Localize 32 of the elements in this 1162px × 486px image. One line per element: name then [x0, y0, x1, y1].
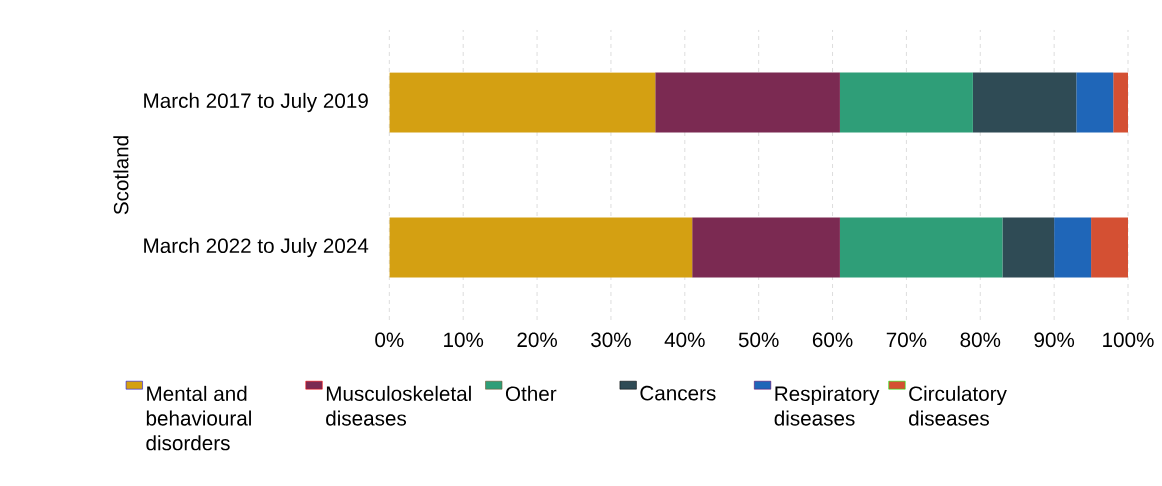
bar: [1076, 72, 1114, 133]
x-tick-label: 0%: [375, 332, 404, 348]
x-tick-label: 40%: [664, 332, 705, 348]
bar: [692, 217, 840, 278]
bar: [389, 72, 656, 133]
x-tick-label: 30%: [591, 332, 631, 348]
legend-label: Circulatory diseases: [909, 385, 1007, 426]
y-axis-title: Scotland: [113, 136, 129, 215]
y-tick-label: March 2017 to July 2019: [144, 92, 368, 113]
x-tick-label: 80%: [960, 332, 1001, 348]
bar: [839, 217, 1003, 278]
x-tick-label: 100%: [1103, 332, 1154, 348]
y-tick-label: March 2022 to July 2024: [144, 237, 369, 258]
x-tick-label: 70%: [886, 332, 927, 348]
x-tick-label: 60%: [812, 332, 853, 348]
x-tick-label: 10%: [444, 332, 484, 348]
bar: [1091, 217, 1129, 278]
x-tick-label: 20%: [517, 332, 557, 348]
legend-label: Musculoskeletal diseases: [326, 385, 471, 426]
legend-label: Cancers: [640, 385, 716, 401]
bar: [972, 72, 1077, 133]
legend-label: Mental and behavioural disorders: [146, 385, 251, 451]
x-tick-label: 90%: [1034, 332, 1075, 348]
bar: [1002, 217, 1055, 278]
x-tick-label: 50%: [738, 332, 779, 348]
bar: [1113, 72, 1129, 133]
legend-label: Other: [505, 385, 557, 402]
bar: [1054, 217, 1092, 278]
bar: [839, 72, 973, 133]
bar: [389, 217, 693, 278]
legend-label: Respiratory diseases: [774, 385, 880, 426]
bar: [655, 72, 840, 133]
